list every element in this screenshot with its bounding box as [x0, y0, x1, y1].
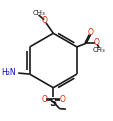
Text: H₂N: H₂N — [1, 68, 15, 77]
Text: O: O — [93, 38, 99, 47]
Text: O: O — [41, 16, 47, 25]
Text: O: O — [87, 28, 93, 37]
Text: O: O — [59, 95, 65, 104]
Text: S: S — [49, 98, 56, 108]
Text: CH₃: CH₃ — [32, 10, 45, 16]
Text: CH₃: CH₃ — [92, 47, 105, 53]
Text: O: O — [41, 95, 47, 104]
